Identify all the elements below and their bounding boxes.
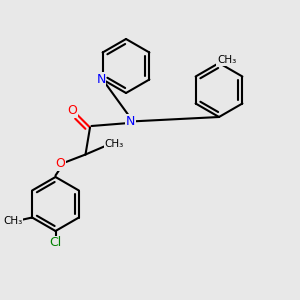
Text: CH₃: CH₃ bbox=[3, 215, 22, 226]
Text: Cl: Cl bbox=[50, 236, 61, 250]
Text: O: O bbox=[67, 104, 77, 118]
Text: N: N bbox=[126, 115, 135, 128]
Text: N: N bbox=[96, 73, 106, 86]
Text: CH₃: CH₃ bbox=[104, 139, 124, 149]
Text: O: O bbox=[55, 157, 65, 170]
Text: CH₃: CH₃ bbox=[217, 55, 236, 65]
